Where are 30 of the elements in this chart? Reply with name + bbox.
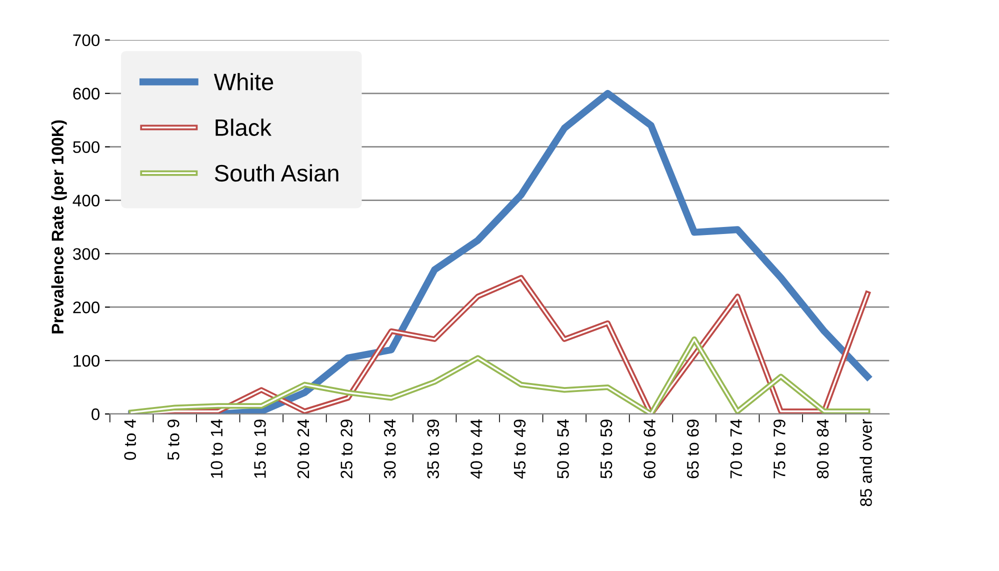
legend-label: White — [214, 73, 274, 90]
x-tick-label: 30 to 34 — [384, 419, 396, 478]
x-tick-label: 70 to 74 — [730, 419, 742, 478]
y-tick-label: 500 — [73, 141, 100, 154]
y-tick-label: 600 — [73, 88, 100, 100]
legend-label: South Asian — [214, 164, 338, 182]
y-tick-label: 0 — [92, 408, 100, 420]
x-tick-label: 75 to 79 — [774, 420, 786, 478]
x-tick-label: 50 to 54 — [557, 419, 569, 478]
x-tick-label: 5 to 9 — [167, 420, 180, 460]
x-tick-label: 0 to 4 — [124, 419, 136, 460]
y-tick-label: 400 — [72, 194, 100, 206]
x-tick-label: 60 to 64 — [644, 419, 656, 478]
x-tick-label: 65 to 69 — [686, 420, 699, 478]
x-tick-label: 25 to 29 — [340, 420, 352, 478]
x-tick-label: 10 to 14 — [210, 419, 223, 478]
x-tick-label: 15 to 19 — [254, 420, 266, 478]
y-axis-title: Prevalence Rate (per 100K) — [51, 120, 67, 334]
x-tick-label: 45 to 49 — [514, 420, 526, 479]
y-tick-label: 100 — [74, 354, 100, 367]
x-tick-label: 40 to 44 — [470, 419, 482, 479]
x-tick-label: 85 and over — [860, 419, 872, 506]
x-tick-label: 20 to 24 — [297, 419, 310, 478]
y-tick-label: 300 — [73, 248, 100, 260]
legend-label: Black — [216, 118, 272, 136]
x-tick-label: 55 to 59 — [600, 420, 612, 478]
y-tick-label: 700 — [73, 34, 100, 46]
x-tick-label: 35 to 39 — [427, 420, 440, 478]
x-tick-label: 80 to 84 — [816, 419, 829, 478]
y-tick-label: 200 — [73, 302, 100, 314]
